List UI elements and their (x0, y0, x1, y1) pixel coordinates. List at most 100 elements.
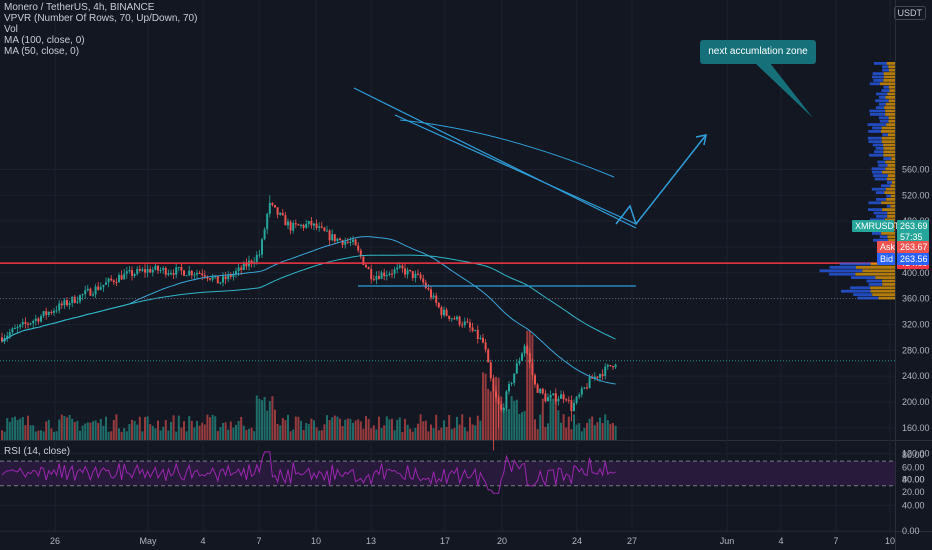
candle-body (79, 295, 81, 302)
candle-body (461, 324, 464, 326)
volume-bar (216, 431, 219, 440)
volume-bar (362, 428, 365, 440)
candle-body (237, 267, 240, 271)
vpvr-bar-down (887, 215, 895, 218)
volume-bar (393, 430, 396, 440)
vpvr-bar-down (887, 92, 895, 96)
symbol-label: XMRUSDT (855, 221, 900, 231)
vpvr-bar-down (888, 238, 895, 242)
vpvr-bar-up (872, 170, 883, 174)
candle-body (224, 276, 227, 280)
volume-bar (578, 423, 581, 440)
candle-body (1, 337, 3, 342)
candle-body (573, 402, 575, 411)
candle-body (29, 323, 32, 325)
volume-bar (92, 421, 94, 440)
volume-bar (32, 425, 35, 440)
volume-bar (112, 419, 115, 440)
candle-body (411, 271, 414, 279)
vpvr-bar-down (888, 116, 895, 120)
volume-bar (479, 420, 482, 440)
ma100-legend[interactable]: MA (100, close, 0) (4, 35, 85, 46)
rsi-legend[interactable]: RSI (14, close) (4, 446, 71, 457)
vpvr-bar-down (886, 177, 895, 181)
vpvr-bar-up (871, 187, 886, 191)
candle-body (344, 241, 347, 245)
volume-bar (513, 400, 516, 440)
candle-body (157, 265, 159, 271)
annotation-callout[interactable]: next accumlation zone (700, 40, 816, 64)
volume-bar (396, 419, 399, 440)
candle-body (448, 315, 451, 319)
candle-body (167, 273, 170, 275)
currency-badge[interactable]: USDT (893, 6, 926, 20)
candle-body (19, 324, 22, 327)
candle-body (372, 279, 375, 281)
volume-bar (427, 431, 430, 440)
candle-body (523, 346, 526, 354)
volume-bar (370, 428, 373, 440)
candle-body (89, 288, 92, 296)
candle-body (484, 342, 487, 350)
vpvr-bar-down (883, 72, 895, 75)
vpvr-bar-up (867, 123, 887, 126)
candle-body (307, 221, 310, 224)
vpvr-bar-up (882, 133, 888, 137)
candle-body (268, 202, 271, 214)
candle-body (45, 311, 48, 315)
volume-bar (562, 414, 565, 440)
candle-body (362, 256, 365, 265)
candle-body (489, 362, 492, 379)
volume-bar (258, 398, 261, 440)
candle-body (97, 286, 100, 290)
vpvr-legend[interactable]: VPVR (Number Of Rows, 70, Up/Down, 70) (4, 13, 198, 24)
price-tick-label: 320.00 (902, 319, 930, 329)
symbol-legend[interactable]: Monero / TetherUS, 4h, BINANCE (4, 2, 155, 13)
vpvr-bar-up (868, 283, 883, 286)
volume-bar (388, 419, 391, 440)
ma50-legend[interactable]: MA (50, close, 0) (4, 46, 80, 57)
vol-legend[interactable]: Vol (4, 24, 18, 35)
candle-body (432, 295, 435, 298)
volume-bar (575, 424, 578, 440)
candle-body (274, 205, 276, 208)
vpvr-bar-up (868, 201, 882, 205)
price-tick-label: 120.00 (902, 449, 930, 459)
volume-bar (489, 391, 492, 440)
volume-bar (560, 422, 562, 440)
volume-bar (300, 420, 302, 440)
volume-bar (8, 421, 11, 440)
candle-body (123, 273, 126, 280)
volume-bar (383, 425, 386, 440)
candle-body (354, 239, 357, 246)
vpvr-bar-down (883, 147, 895, 150)
candle-body (203, 275, 206, 277)
candle-body (175, 267, 178, 275)
volume-bar (606, 420, 609, 440)
volume-bar (27, 415, 29, 440)
candle-body (536, 384, 539, 393)
volume-bar (248, 428, 250, 440)
volume-bar (105, 416, 107, 440)
candle-body (81, 294, 84, 296)
vpvr-bar-down (882, 283, 895, 286)
candle-body (612, 366, 614, 368)
volume-bar (463, 427, 466, 440)
ask-label: Ask (880, 242, 896, 252)
vpvr-bar-up (875, 106, 885, 109)
candle-body (27, 323, 29, 325)
vpvr-bar-up (867, 136, 882, 140)
vpvr-bar-down (885, 187, 895, 191)
candle-body (419, 274, 422, 279)
candle-body (32, 320, 35, 324)
volume-bar (50, 428, 53, 440)
volume-bar (302, 429, 305, 440)
time-tick-label: 17 (440, 536, 450, 546)
candle-body (339, 238, 341, 241)
candle-body (310, 221, 313, 226)
candle-body (71, 296, 74, 304)
volume-bar (528, 331, 531, 440)
candle-body (357, 245, 360, 251)
trendline-upper (353, 87, 637, 229)
